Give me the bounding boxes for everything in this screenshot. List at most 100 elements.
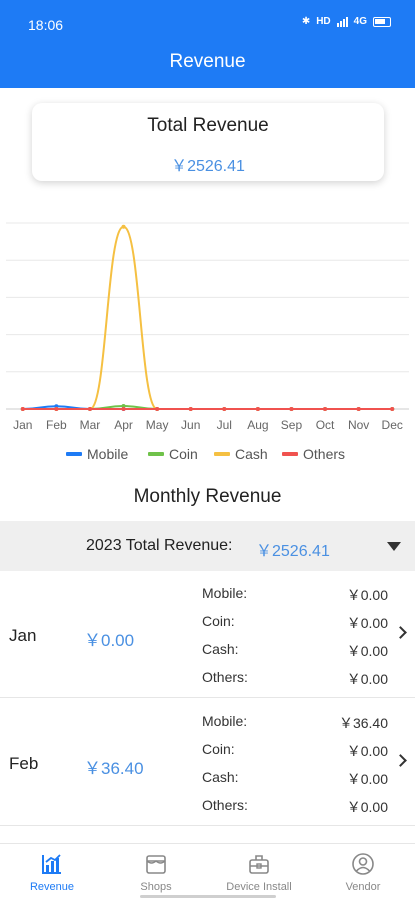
tab-label: Device Install [226, 881, 292, 893]
device-install-icon [249, 855, 269, 874]
battery-icon [373, 16, 391, 27]
shop-icon [146, 855, 166, 874]
detail-others: Others: ￥0.00 [202, 669, 388, 689]
detail-value: ￥0.00 [346, 671, 388, 687]
detail-label: Others: [202, 669, 248, 685]
data-point-others [188, 407, 193, 411]
year-total-label: 2023 Total Revenue: [86, 537, 233, 554]
tab-label: Shops [140, 881, 172, 893]
tab-label: Revenue [29, 881, 75, 893]
tab-label: Vendor [345, 881, 381, 893]
month-name: Jan [9, 626, 37, 645]
network-type: HD [316, 16, 331, 27]
detail-coin: Coin: ￥0.00 [202, 741, 388, 761]
x-tick-label: Jan [13, 418, 32, 432]
x-tick-label: Aug [247, 418, 268, 432]
data-point-others [323, 407, 328, 411]
tab-vendor[interactable]: Vendor [311, 844, 415, 900]
x-tick-label: Apr [114, 418, 133, 432]
tab-shops[interactable]: Shops [104, 844, 208, 900]
total-revenue-title: Total Revenue [147, 115, 269, 136]
bluetooth-icon: ✱ [301, 16, 311, 27]
x-tick-label: Feb [46, 418, 67, 432]
tab-revenue[interactable]: Revenue [0, 844, 104, 900]
detail-label: Mobile: [202, 713, 248, 729]
chart-icon [42, 854, 61, 874]
revenue-chart-svg: Jan Feb Mar Apr May Jun Jul Aug Sep Oct Nov Dec Mobi… [6, 222, 409, 462]
revenue-chart: Jan Feb Mar Apr May Jun Jul Aug Sep Oct Nov Dec Mobi… [0, 205, 415, 470]
signal-icon [336, 16, 348, 27]
detail-cash: Cash: ￥0.00 [202, 641, 388, 661]
detail-label: Cash: [202, 769, 239, 785]
data-point-others [222, 407, 227, 411]
detail-label: Coin: [202, 613, 235, 629]
detail-value: ￥0.00 [346, 587, 388, 603]
x-tick-label: Nov [348, 418, 369, 432]
chevron-right-icon[interactable] [394, 626, 407, 639]
month-row-jan[interactable]: Jan ￥0.00 Mobile: ￥0.00 Coin: ￥0.00 Cash: ￥… [0, 572, 415, 698]
detail-value: ￥36.40 [338, 715, 388, 731]
month-total: ￥36.40 [84, 759, 144, 778]
total-revenue-card: Total Revenue ￥2526.41 [32, 103, 384, 181]
monthly-revenue-title: Monthly Revenue [133, 486, 282, 507]
legend-label-others: Others [303, 446, 345, 462]
data-point-others [356, 407, 361, 411]
x-tick-label: Mar [80, 418, 101, 432]
detail-mobile: Mobile: ￥0.00 [202, 585, 388, 605]
x-tick-label: Jun [181, 418, 200, 432]
x-tick-label: Sep [281, 418, 303, 432]
detail-others: Others: ￥0.00 [202, 797, 388, 817]
legend-label-cash: Cash [235, 446, 268, 462]
dropdown-caret-icon[interactable] [387, 542, 401, 551]
x-tick-label: Jul [217, 418, 232, 432]
status-icons: ✱ HD 4G [302, 16, 391, 27]
series-line-cash [22, 225, 393, 410]
legend-label-mobile: Mobile [87, 446, 128, 462]
status-time: 18:06 [28, 17, 64, 33]
year-selector[interactable]: 2023 Total Revenue: ￥2526.41 [0, 521, 415, 571]
detail-value: ￥0.00 [346, 771, 388, 787]
bottom-tab-bar: Revenue Shops Device Install Vendor [0, 843, 415, 900]
detail-coin: Coin: ￥0.00 [202, 613, 388, 633]
legend-swatch-cash [214, 452, 230, 456]
data-point-others [20, 407, 25, 411]
legend-label-coin: Coin [169, 446, 198, 462]
page-title: Revenue [169, 51, 246, 72]
detail-value: ￥0.00 [346, 615, 388, 631]
data-point-others [54, 407, 59, 411]
x-tick-label: Oct [316, 418, 335, 432]
chevron-right-icon[interactable] [394, 754, 407, 767]
app-header: Revenue [0, 44, 415, 88]
month-row-feb[interactable]: Feb ￥36.40 Mobile: ￥36.40 Coin: ￥0.00 Cash… [0, 700, 415, 826]
detail-value: ￥0.00 [346, 743, 388, 759]
x-tick-label: May [146, 418, 169, 432]
data-point-others [155, 407, 160, 411]
data-point-others [87, 407, 92, 411]
vendor-icon [352, 853, 374, 875]
detail-value: ￥0.00 [346, 799, 388, 815]
data-point-others [390, 407, 395, 411]
detail-label: Others: [202, 797, 248, 813]
detail-cash: Cash: ￥0.00 [202, 769, 388, 789]
tab-device-install[interactable]: Device Install [207, 844, 311, 900]
month-name: Feb [9, 754, 39, 773]
data-point-coin [121, 404, 126, 409]
status-bar: 18:06 ✱ HD 4G [0, 0, 415, 44]
detail-label: Coin: [202, 741, 235, 757]
data-point-others [121, 407, 126, 411]
legend-swatch-others [282, 452, 298, 456]
year-total-value: ￥2526.41 [256, 543, 330, 560]
data-point-cash [121, 224, 126, 229]
month-total: ￥0.00 [84, 631, 135, 650]
data-point-others [289, 407, 294, 411]
home-indicator [140, 895, 276, 898]
legend-swatch-mobile [66, 452, 82, 456]
legend-swatch-coin [148, 452, 164, 456]
signal-label: 4G [353, 16, 367, 27]
x-tick-label: Dec [382, 418, 403, 432]
detail-label: Cash: [202, 641, 239, 657]
detail-label: Mobile: [202, 585, 248, 601]
detail-mobile: Mobile: ￥36.40 [202, 713, 388, 733]
detail-value: ￥0.00 [346, 643, 388, 659]
data-point-others [255, 407, 260, 411]
